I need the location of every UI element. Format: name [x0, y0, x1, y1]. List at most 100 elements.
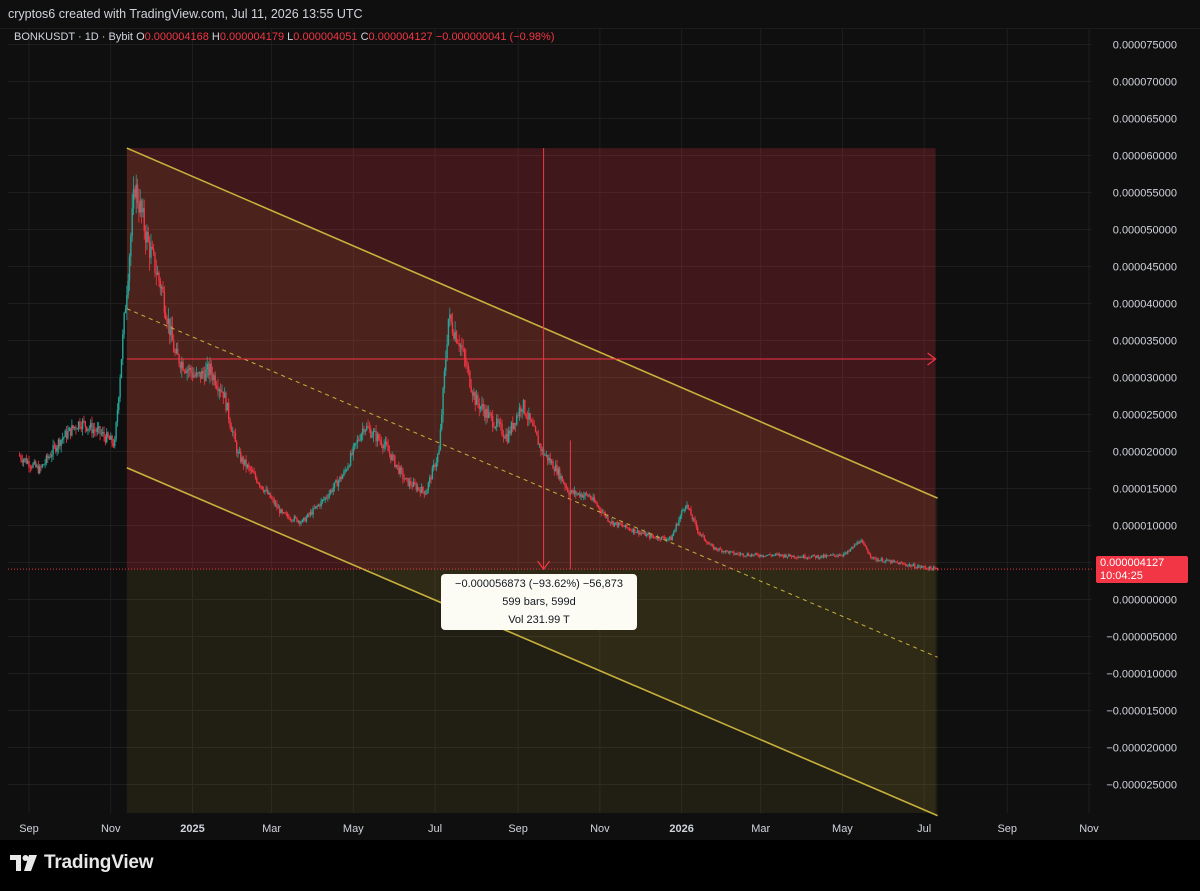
- candle-body: [761, 554, 763, 557]
- candle-body: [580, 494, 582, 497]
- candle-body: [812, 554, 814, 557]
- candle-body: [268, 492, 270, 495]
- candle-body: [229, 418, 231, 426]
- candle-body: [56, 447, 58, 452]
- candle-body: [207, 363, 210, 376]
- candle-body: [264, 490, 266, 492]
- time-axis[interactable]: Sep Nov 2025 Mar May Jul Sep Nov 2026 Mar May Jul Se…: [19, 823, 1099, 835]
- candle-series: [18, 174, 939, 571]
- candle-body: [638, 530, 640, 535]
- price-tick-label: −0.000015000: [1106, 706, 1177, 718]
- candle-body: [805, 558, 807, 559]
- candle-body: [772, 555, 774, 556]
- candle-body: [770, 555, 773, 556]
- chart-canvas[interactable]: 0.000075000 0.000070000 0.000065000 0.00006…: [0, 29, 1200, 841]
- candle-body: [908, 564, 911, 566]
- annotation-layer: [8, 147, 1092, 817]
- candle-body: [128, 256, 131, 281]
- candle-body: [733, 551, 735, 555]
- candle-body: [797, 557, 799, 558]
- candle-body: [847, 550, 849, 554]
- candle-body: [813, 554, 815, 556]
- candle-body: [525, 414, 527, 418]
- candle-body: [41, 464, 44, 468]
- price-tick-label: 0.000055000: [1113, 188, 1177, 200]
- candle-body: [758, 555, 761, 557]
- candle-body: [489, 412, 491, 414]
- candle-body: [135, 184, 137, 198]
- candle-body: [197, 373, 199, 374]
- candle-body: [773, 554, 775, 556]
- candle-body: [85, 426, 88, 431]
- candle-body: [285, 513, 287, 515]
- candle-body: [89, 422, 92, 428]
- candle-body: [44, 462, 46, 465]
- candle-body: [768, 554, 770, 556]
- candle-body: [286, 513, 289, 517]
- candle-body: [142, 208, 144, 213]
- chart-panel[interactable]: 0.000075000 0.000070000 0.000065000 0.00006…: [0, 28, 1200, 841]
- candle-body: [896, 562, 899, 564]
- candle-body: [81, 420, 84, 429]
- candle-body: [636, 530, 639, 533]
- candle-body: [682, 509, 684, 512]
- candle-body: [485, 408, 487, 418]
- candle-body: [684, 506, 687, 510]
- candle-body: [829, 554, 832, 556]
- legend-low: 0.000004051: [293, 31, 358, 43]
- candle-body: [674, 529, 676, 533]
- candle-body: [339, 476, 341, 481]
- candle-body: [715, 547, 718, 550]
- tradingview-logo[interactable]: TradingView: [10, 852, 154, 874]
- time-tick-label: Sep: [508, 823, 528, 835]
- candle-body: [102, 432, 104, 434]
- candle-body: [611, 521, 613, 524]
- candle-body: [601, 512, 604, 514]
- candle-body: [501, 423, 503, 435]
- candle-body: [505, 433, 507, 439]
- candle-body: [734, 554, 736, 555]
- candle-body: [174, 352, 176, 354]
- candle-body: [481, 404, 483, 407]
- candle-body: [199, 371, 202, 379]
- candle-body: [826, 555, 829, 557]
- candle-body: [668, 536, 671, 539]
- candle-body: [612, 521, 614, 526]
- candle-body: [423, 490, 426, 495]
- candle-body: [911, 565, 913, 567]
- candle-body: [131, 208, 133, 237]
- candle-body: [833, 554, 836, 556]
- candle-body: [265, 489, 267, 491]
- candle-body: [764, 556, 766, 558]
- candle-body: [65, 430, 68, 439]
- candle-body: [690, 509, 692, 516]
- candle-body: [158, 272, 160, 281]
- time-tick-label: Nov: [1079, 823, 1099, 835]
- candle-body: [269, 492, 271, 498]
- candle-body: [171, 325, 174, 341]
- price-axis[interactable]: 0.000075000 0.000070000 0.000065000 0.00006…: [1106, 40, 1177, 792]
- candle-body: [179, 363, 182, 369]
- candle-body: [88, 427, 91, 429]
- candle-body: [119, 377, 121, 398]
- candle-body: [565, 486, 568, 488]
- candle-body: [277, 507, 279, 509]
- time-tick-label: Nov: [590, 823, 610, 835]
- candle-body: [211, 373, 214, 380]
- measure-zone: [126, 148, 938, 816]
- candle-body: [806, 557, 809, 559]
- price-tick-label: 0.000025000: [1113, 410, 1177, 422]
- candle-body: [820, 555, 822, 558]
- candle-body: [573, 490, 576, 494]
- candle-body: [513, 422, 515, 429]
- candle-body: [170, 325, 172, 336]
- candle-body: [126, 294, 128, 310]
- candle-body: [841, 555, 844, 557]
- candle-body: [623, 526, 625, 528]
- candle-body: [49, 456, 52, 458]
- candle-body: [110, 435, 112, 440]
- candle-body: [884, 560, 887, 563]
- candle-body: [731, 551, 734, 553]
- candle-body: [794, 557, 797, 559]
- candle-body: [282, 512, 285, 514]
